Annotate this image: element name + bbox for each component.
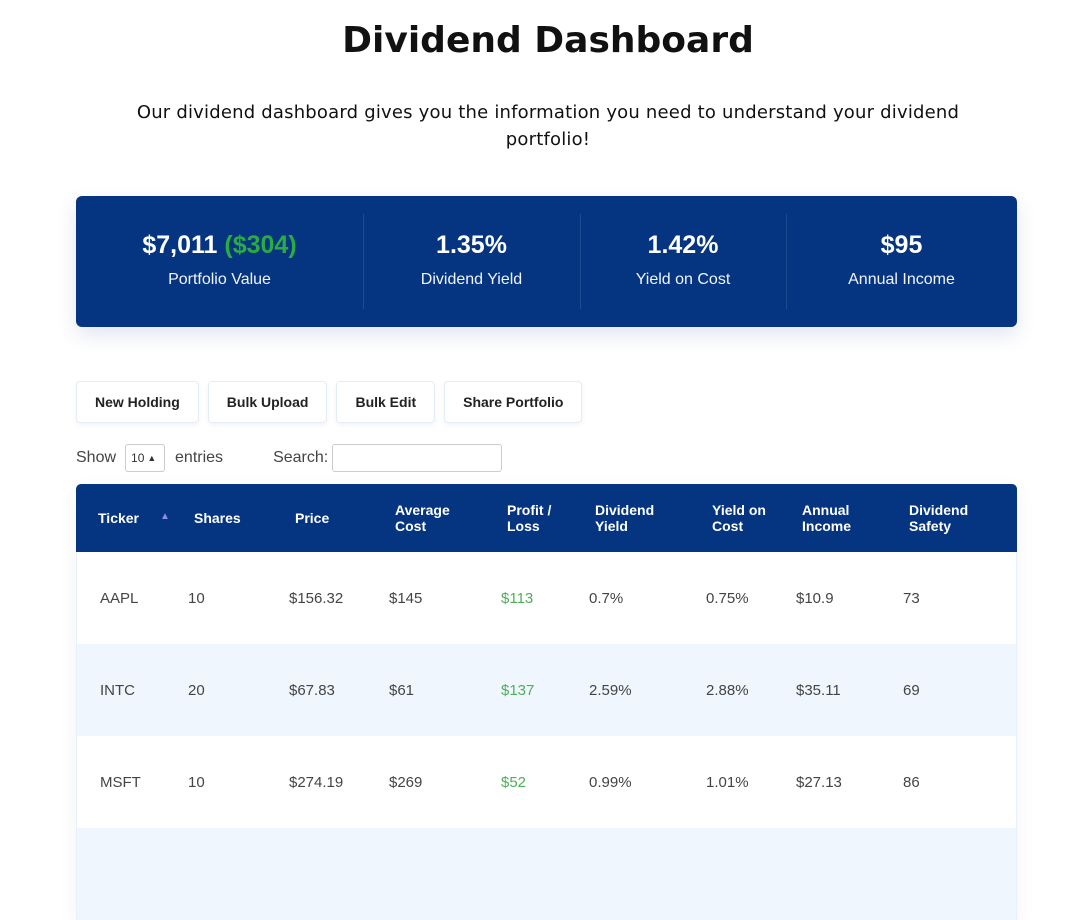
cell-price: $156.32 [289,589,344,607]
cell-annual-income: $27.13 [796,773,842,791]
column-header-shares[interactable]: Shares [194,510,241,526]
cell-ticker: MSFT [100,773,141,791]
search-label: Search: [273,449,329,466]
page-intro: Our dividend dashboard gives you the inf… [136,102,960,150]
column-header-profit-loss[interactable]: Profit / Loss [507,502,552,534]
cell-average-cost: $61 [389,681,415,699]
show-label: Show [76,449,117,466]
cell-dividend-safety: 69 [903,681,920,699]
cell-average-cost: $269 [389,773,423,791]
cell-dividend-safety: 86 [903,773,920,791]
cell-yield-on-cost: 2.88% [706,681,749,699]
column-header-dividend-safety[interactable]: Dividend Safety [909,502,969,534]
table-controls: Show 10 ▲︎ entries Search: [76,444,503,472]
cell-price: $67.83 [289,681,335,699]
entries-value: 10 [131,451,145,465]
bulk-upload-button[interactable]: Bulk Upload [207,381,328,423]
column-header-dividend-yield[interactable]: Dividend Yield [595,502,655,534]
cell-yield-on-cost: 1.01% [706,773,749,791]
table-row-partial [76,828,1017,920]
share-portfolio-button[interactable]: Share Portfolio [444,381,583,423]
cell-ticker: INTC [100,681,135,699]
stat-yield-on-cost: 1.42% Yield on Cost [580,196,786,327]
stat-label: Portfolio Value [168,271,271,288]
cell-yield-on-cost: 0.75% [706,589,749,607]
table-body: AAPL 10 $156.32 $145 $113 0.7% 0.75% $10… [76,552,1017,920]
sort-asc-icon[interactable]: ▲ [160,511,170,522]
stat-value: 1.42% [647,231,719,259]
cell-average-cost: $145 [389,589,423,607]
table-row: INTC 20 $67.83 $61 $137 2.59% 2.88% $35.… [76,644,1017,736]
cell-ticker: AAPL [100,589,139,607]
bulk-edit-button[interactable]: Bulk Edit [336,381,436,423]
column-header-yield-on-cost[interactable]: Yield on Cost [712,502,766,534]
stat-value: 1.35% [436,231,507,259]
stat-label: Annual Income [848,271,955,288]
cell-profit-loss: $113 [501,589,534,607]
search-input[interactable] [332,444,503,472]
stat-portfolio-value: $7,011 ($304) Portfolio Value [76,196,363,327]
table-header: Ticker ▲ Shares Price Average Cost Profit… [76,484,1017,552]
cell-dividend-yield: 0.7% [589,589,624,607]
column-header-annual-income[interactable]: Annual Income [802,502,852,534]
stat-value: $7,011 [142,231,218,259]
table-row: MSFT 10 $274.19 $269 $52 0.99% 1.01% $27… [76,736,1017,828]
column-header-price[interactable]: Price [295,510,330,526]
stat-annual-income: $95 Annual Income [786,196,1017,327]
cell-dividend-safety: 73 [903,589,920,607]
updown-icon: ▲︎ [147,453,157,463]
cell-price: $274.19 [289,773,344,791]
holdings-table: Ticker ▲ Shares Price Average Cost Profit… [76,484,1017,920]
stat-label: Yield on Cost [635,271,731,288]
cell-profit-loss: $137 [501,681,535,699]
portfolio-summary: $7,011 ($304) Portfolio Value 1.35% Divi… [76,196,1017,327]
cell-shares: 20 [188,681,205,699]
entries-label: entries [175,449,224,466]
action-buttons: New Holding Bulk Upload Bulk Edit Share … [76,381,583,423]
cell-dividend-yield: 2.59% [589,681,632,699]
page-title: Dividend Dashboard [342,20,754,61]
cell-dividend-yield: 0.99% [589,773,632,791]
entries-select[interactable]: 10 ▲︎ [125,444,166,472]
cell-profit-loss: $52 [501,773,527,791]
column-header-average-cost[interactable]: Average Cost [395,502,450,534]
table-row: AAPL 10 $156.32 $145 $113 0.7% 0.75% $10… [76,552,1017,644]
cell-annual-income: $10.9 [796,589,834,607]
cell-shares: 10 [188,773,205,791]
stat-change: ($304) [224,231,297,259]
stat-dividend-yield: 1.35% Dividend Yield [363,196,580,327]
stat-label: Dividend Yield [420,271,523,288]
stat-value: $95 [880,231,923,259]
column-header-ticker[interactable]: Ticker ▲ [98,510,170,526]
cell-shares: 10 [188,589,205,607]
cell-annual-income: $35.11 [796,681,841,699]
new-holding-button[interactable]: New Holding [76,381,199,423]
